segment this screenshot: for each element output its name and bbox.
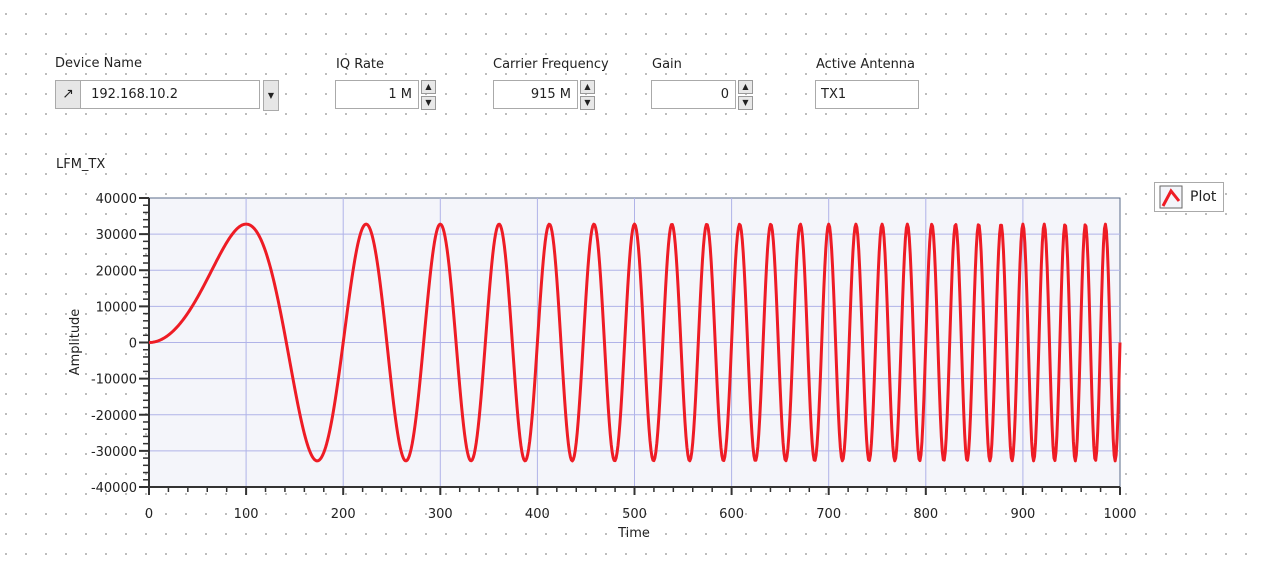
carrier-frequency-increment[interactable]: ▲ bbox=[580, 80, 595, 94]
y-tick-label: -30000 bbox=[91, 445, 137, 460]
graph-label: LFM_TX bbox=[55, 157, 107, 172]
y-axis-title: Amplitude bbox=[68, 309, 83, 376]
device-name-label: Device Name bbox=[54, 56, 143, 71]
carrier-frequency-label: Carrier Frequency bbox=[492, 57, 610, 72]
x-tick-label: 0 bbox=[145, 507, 153, 522]
x-tick-label: 200 bbox=[331, 507, 356, 522]
device-name-value: 192.168.10.2 bbox=[91, 87, 178, 102]
iq-rate-label: IQ Rate bbox=[335, 57, 386, 72]
y-tick-label: 20000 bbox=[96, 264, 137, 279]
y-tick-label: -40000 bbox=[91, 481, 137, 496]
x-tick-label: 100 bbox=[234, 507, 259, 522]
plot-legend-swatch-icon bbox=[1159, 185, 1183, 209]
x-tick-label: 1000 bbox=[1103, 507, 1136, 522]
device-name-dropdown-button[interactable]: ▼ bbox=[263, 80, 279, 111]
carrier-frequency-input[interactable]: 915 M bbox=[493, 80, 578, 109]
x-tick-label: 800 bbox=[913, 507, 938, 522]
x-tick-label: 400 bbox=[525, 507, 550, 522]
iq-rate-increment[interactable]: ▲ bbox=[421, 80, 436, 94]
gain-decrement[interactable]: ▼ bbox=[738, 96, 753, 110]
y-tick-label: 40000 bbox=[96, 192, 137, 207]
x-tick-label: 300 bbox=[428, 507, 453, 522]
x-tick-label: 900 bbox=[1010, 507, 1035, 522]
series-plot-line bbox=[148, 222, 1122, 463]
carrier-frequency-decrement[interactable]: ▼ bbox=[580, 96, 595, 110]
y-tick-label: -20000 bbox=[91, 409, 137, 424]
gain-increment[interactable]: ▲ bbox=[738, 80, 753, 94]
plot-legend[interactable]: Plot bbox=[1154, 182, 1224, 212]
iq-rate-input[interactable]: 1 M bbox=[335, 80, 419, 109]
gain-input[interactable]: 0 bbox=[651, 80, 736, 109]
active-antenna-field[interactable]: TX1 bbox=[815, 80, 919, 109]
gain-label: Gain bbox=[651, 57, 683, 72]
y-tick-label: 0 bbox=[129, 337, 137, 352]
x-tick-label: 700 bbox=[816, 507, 841, 522]
y-tick-label: 30000 bbox=[96, 228, 137, 243]
iq-rate-decrement[interactable]: ▼ bbox=[421, 96, 436, 110]
y-tick-label: -10000 bbox=[91, 373, 137, 388]
device-name-field[interactable]: ↗ 192.168.10.2 bbox=[55, 80, 260, 109]
x-axis-title: Time bbox=[617, 526, 650, 541]
io-name-icon: ↗ bbox=[56, 81, 81, 108]
plot-legend-label: Plot bbox=[1190, 189, 1217, 205]
x-tick-label: 600 bbox=[719, 507, 744, 522]
x-tick-label: 500 bbox=[622, 507, 647, 522]
active-antenna-label: Active Antenna bbox=[815, 57, 917, 72]
y-tick-label: 10000 bbox=[96, 300, 137, 315]
